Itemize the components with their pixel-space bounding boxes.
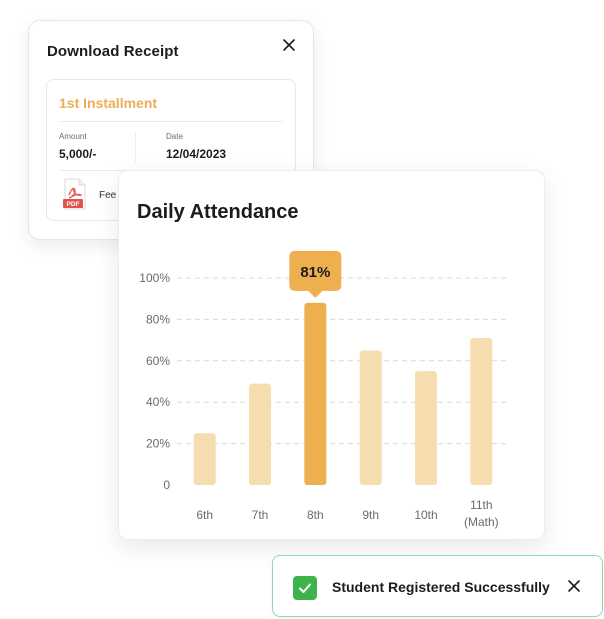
attendance-chart: 0 20% 40% 60% 80% 100% 6th 7th 8th 81% 9th 10th 11th… — [139, 250, 509, 529]
y-tick-label: 40% — [146, 395, 170, 409]
date-label: Date — [166, 132, 183, 141]
pdf-file-icon[interactable]: PDF — [63, 178, 87, 210]
daily-attendance-card: Daily Attendance 0 20% 40% 60% 80% 100% 6th 7th… — [118, 170, 545, 540]
x-tick-label: 9th — [362, 508, 379, 522]
y-tick-label: 0 — [163, 478, 170, 492]
x-tick-label: 11th — [470, 498, 492, 512]
installment-label: 1st Installment — [59, 95, 158, 111]
y-tick-label: 80% — [146, 312, 170, 326]
bar-highlight — [304, 302, 327, 485]
amount-value: 5,000/- — [59, 147, 97, 161]
bar — [249, 383, 271, 485]
x-tick-label: 7th — [252, 508, 269, 522]
receipt-close-button[interactable] — [279, 35, 299, 55]
close-icon — [568, 580, 580, 592]
pdf-icon: PDF — [63, 178, 86, 210]
file-name[interactable]: Fee — [99, 190, 117, 201]
receipt-title: Download Receipt — [47, 43, 179, 60]
y-tick-label: 100% — [139, 271, 170, 285]
close-icon — [283, 39, 295, 51]
x-tick-label: 6th — [196, 508, 213, 522]
tooltip-bubble — [289, 250, 342, 298]
x-tick-label: 8th — [307, 508, 324, 522]
success-check-icon — [293, 576, 317, 600]
amount-label: Amount — [59, 132, 87, 141]
success-toast: Student Registered Successfully — [272, 555, 603, 617]
bar — [359, 350, 382, 485]
attendance-title: Daily Attendance — [137, 201, 299, 223]
bar — [193, 433, 216, 485]
x-tick-label: 10th — [414, 508, 437, 522]
vertical-divider — [135, 132, 136, 162]
bar — [415, 371, 437, 485]
date-value: 12/04/2023 — [166, 147, 227, 161]
x-tick-label: (Math) — [464, 515, 499, 529]
divider — [59, 121, 283, 122]
y-tick-label: 20% — [146, 437, 170, 451]
tooltip-value: 81% — [300, 264, 330, 281]
y-tick-label: 60% — [146, 354, 170, 368]
bar — [470, 338, 493, 485]
toast-close-button[interactable] — [564, 576, 584, 596]
pdf-icon-text: PDF — [67, 201, 80, 208]
value-tooltip: 81% — [289, 250, 342, 298]
toast-message: Student Registered Successfully — [332, 579, 550, 595]
